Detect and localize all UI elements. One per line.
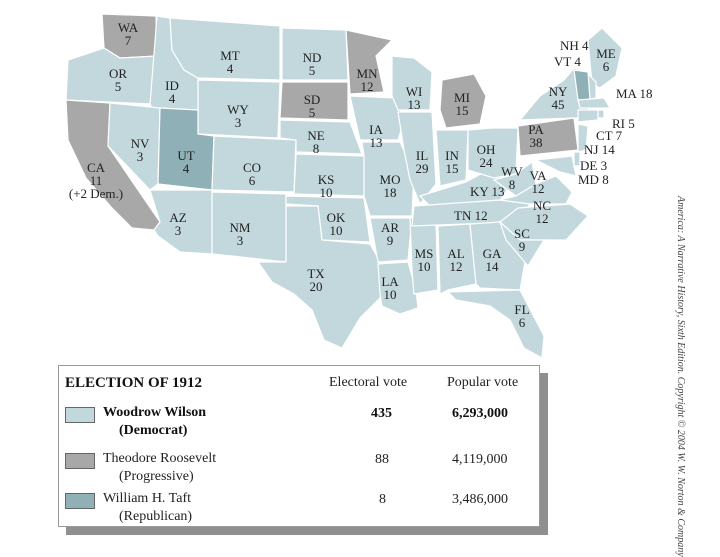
roosevelt-popular: 4,119,000 [452, 452, 508, 467]
state-label-ut: UT 4 [177, 148, 194, 176]
state-mt [169, 17, 281, 81]
state-il [397, 111, 437, 206]
electoral-vote-header: Electoral vote [329, 375, 408, 390]
legend-title: ELECTION OF 1912 [65, 375, 202, 391]
popular-vote-header: Popular vote [447, 375, 519, 390]
state-label-ne: NE 8 [307, 128, 324, 156]
state-label-co: CO 6 [243, 160, 261, 188]
state-label-me: ME 6 [596, 46, 616, 74]
taft-popular: 3,486,000 [452, 492, 508, 507]
state-va [499, 175, 573, 205]
state-wi [391, 55, 433, 111]
state-label-de: DE 3 [580, 158, 607, 173]
taft-electoral: 8 [379, 492, 386, 507]
state-label-ok: OK 10 [327, 210, 346, 238]
state-label-sc: SC 9 [514, 226, 530, 254]
state-ne [279, 119, 363, 155]
state-label-ny: NY 45 [549, 84, 568, 112]
state-fl [446, 289, 545, 359]
state-label-ky: KY 13 [470, 184, 505, 199]
state-in [435, 129, 469, 187]
state-label-nv: NV 3 [131, 136, 150, 164]
state-mo [361, 141, 415, 217]
legend-box: ELECTION OF 1912 Electoral vote Popular … [58, 365, 540, 527]
state-label-fl: FL 6 [514, 302, 529, 330]
state-md [533, 155, 577, 177]
taft-party: (Republican) [119, 509, 193, 524]
state-label-ar: AR 9 [381, 220, 399, 248]
state-label-nh: NH 4 [560, 38, 589, 53]
state-label-nj: NJ 14 [584, 142, 615, 157]
state-label-pa: PA 38 [528, 122, 544, 150]
state-label-mn: MN 12 [357, 66, 379, 94]
state-wv [492, 160, 537, 197]
wilson-swatch [65, 407, 95, 423]
roosevelt-electoral: 88 [375, 452, 389, 467]
taft-swatch [65, 493, 95, 509]
state-label-id: ID 4 [165, 78, 179, 106]
state-ar [369, 217, 413, 263]
state-nj [577, 123, 589, 153]
state-ri [597, 109, 605, 119]
state-label-va: VA 12 [529, 168, 547, 196]
state-al [437, 223, 477, 295]
state-label-vt: VT 4 [554, 54, 581, 69]
state-label-ia: IA 13 [369, 122, 383, 150]
state-label-ms: MS 10 [415, 246, 434, 274]
roosevelt-party: (Progressive) [119, 469, 194, 484]
state-label-tx: TX 20 [307, 266, 325, 294]
state-label-az: AZ 3 [169, 210, 186, 238]
state-mn [345, 29, 394, 95]
state-label-ga: GA 14 [483, 246, 502, 274]
state-label-oh: OH 24 [477, 142, 496, 170]
us-electoral-map: WA 7 OR 5 CA 11 (+2 Dem.) ID 4 NV 3 MT 4 WY 3 UT 4 AZ 3 CO 6… [65, 13, 652, 359]
state-label-mi: MI 15 [454, 90, 470, 118]
state-nm [211, 191, 287, 263]
state-label-sd: SD 5 [304, 92, 321, 120]
state-label-ca: CA 11 (+2 Dem.) [69, 160, 123, 201]
wilson-popular: 6,293,000 [452, 406, 508, 421]
state-label-nc: NC 12 [533, 198, 551, 226]
state-label-ct: CT 7 [596, 128, 623, 143]
roosevelt-swatch [65, 453, 95, 469]
state-pa [517, 117, 579, 157]
state-la [377, 261, 419, 315]
state-nv [107, 102, 161, 191]
state-label-al: AL 12 [447, 246, 464, 274]
state-label-ks: KS 10 [318, 172, 335, 200]
state-label-md: MD 8 [578, 172, 609, 187]
wilson-party: (Democrat) [119, 423, 188, 438]
copyright-notice: America: A Narrative History, Sixth Edit… [675, 196, 686, 557]
state-mi [439, 73, 487, 129]
state-label-wy: WY 3 [227, 102, 249, 130]
state-label-mt: MT 4 [220, 48, 240, 76]
state-label-nd: ND 5 [303, 50, 322, 78]
state-label-wi: WI 13 [406, 84, 423, 112]
state-sc [498, 220, 546, 268]
state-label-wa: WA 7 [118, 20, 139, 48]
state-nd [281, 27, 349, 81]
state-label-il: IL 29 [416, 148, 429, 176]
state-ma [577, 97, 612, 109]
taft-name: William H. Taft [103, 491, 192, 506]
state-label-tn: TN 12 [454, 208, 488, 223]
wilson-electoral: 435 [371, 406, 392, 421]
state-label-nm: NM 3 [230, 220, 251, 248]
wilson-name: Woodrow Wilson [103, 405, 207, 420]
state-ct [577, 109, 599, 123]
state-label-ri: RI 5 [612, 116, 635, 131]
state-label-wv: WV 8 [501, 164, 523, 192]
state-tx [256, 205, 383, 349]
state-label-ma: MA 18 [616, 86, 652, 101]
state-label-la: LA 10 [381, 274, 399, 302]
roosevelt-name: Theodore Roosevelt [103, 451, 217, 466]
state-de [573, 151, 581, 167]
state-label-mo: MO 18 [380, 172, 401, 200]
state-label-in: IN 15 [445, 148, 459, 176]
state-sd [279, 81, 349, 121]
state-label-or: OR 5 [109, 66, 127, 94]
